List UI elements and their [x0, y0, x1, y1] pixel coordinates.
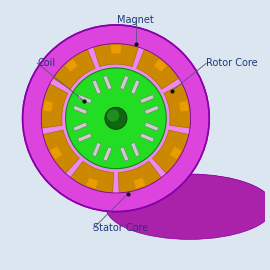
Polygon shape: [92, 142, 101, 157]
Wedge shape: [111, 45, 121, 53]
Ellipse shape: [23, 25, 209, 212]
Wedge shape: [43, 101, 53, 112]
Polygon shape: [140, 94, 154, 103]
Ellipse shape: [105, 107, 127, 129]
Polygon shape: [120, 147, 129, 161]
Ellipse shape: [41, 44, 191, 193]
Text: Coil: Coil: [37, 58, 55, 68]
Ellipse shape: [106, 174, 270, 239]
Text: Magnet: Magnet: [117, 15, 154, 25]
Wedge shape: [70, 161, 114, 193]
Wedge shape: [43, 130, 79, 173]
Wedge shape: [154, 59, 167, 72]
Ellipse shape: [107, 109, 119, 122]
Polygon shape: [103, 75, 112, 90]
Wedge shape: [153, 130, 189, 173]
Polygon shape: [103, 147, 112, 161]
Polygon shape: [140, 133, 154, 142]
Wedge shape: [170, 147, 182, 159]
Polygon shape: [131, 142, 140, 157]
Polygon shape: [144, 122, 159, 131]
Polygon shape: [77, 133, 92, 142]
Wedge shape: [65, 59, 78, 72]
Wedge shape: [137, 49, 179, 89]
Polygon shape: [73, 105, 87, 114]
Wedge shape: [179, 101, 189, 112]
Wedge shape: [50, 147, 62, 159]
Wedge shape: [118, 161, 161, 193]
Polygon shape: [73, 122, 87, 131]
Wedge shape: [164, 84, 191, 128]
Polygon shape: [77, 94, 92, 103]
Text: Rotor Core: Rotor Core: [206, 58, 258, 68]
Polygon shape: [131, 80, 140, 94]
Polygon shape: [23, 118, 270, 207]
Ellipse shape: [66, 68, 166, 169]
Wedge shape: [41, 84, 68, 128]
Polygon shape: [92, 80, 101, 94]
Wedge shape: [134, 178, 146, 189]
Wedge shape: [53, 49, 95, 89]
Text: Stator Core: Stator Core: [93, 223, 148, 233]
Wedge shape: [86, 178, 98, 189]
Wedge shape: [93, 44, 139, 67]
Polygon shape: [120, 75, 129, 90]
Polygon shape: [144, 105, 159, 114]
